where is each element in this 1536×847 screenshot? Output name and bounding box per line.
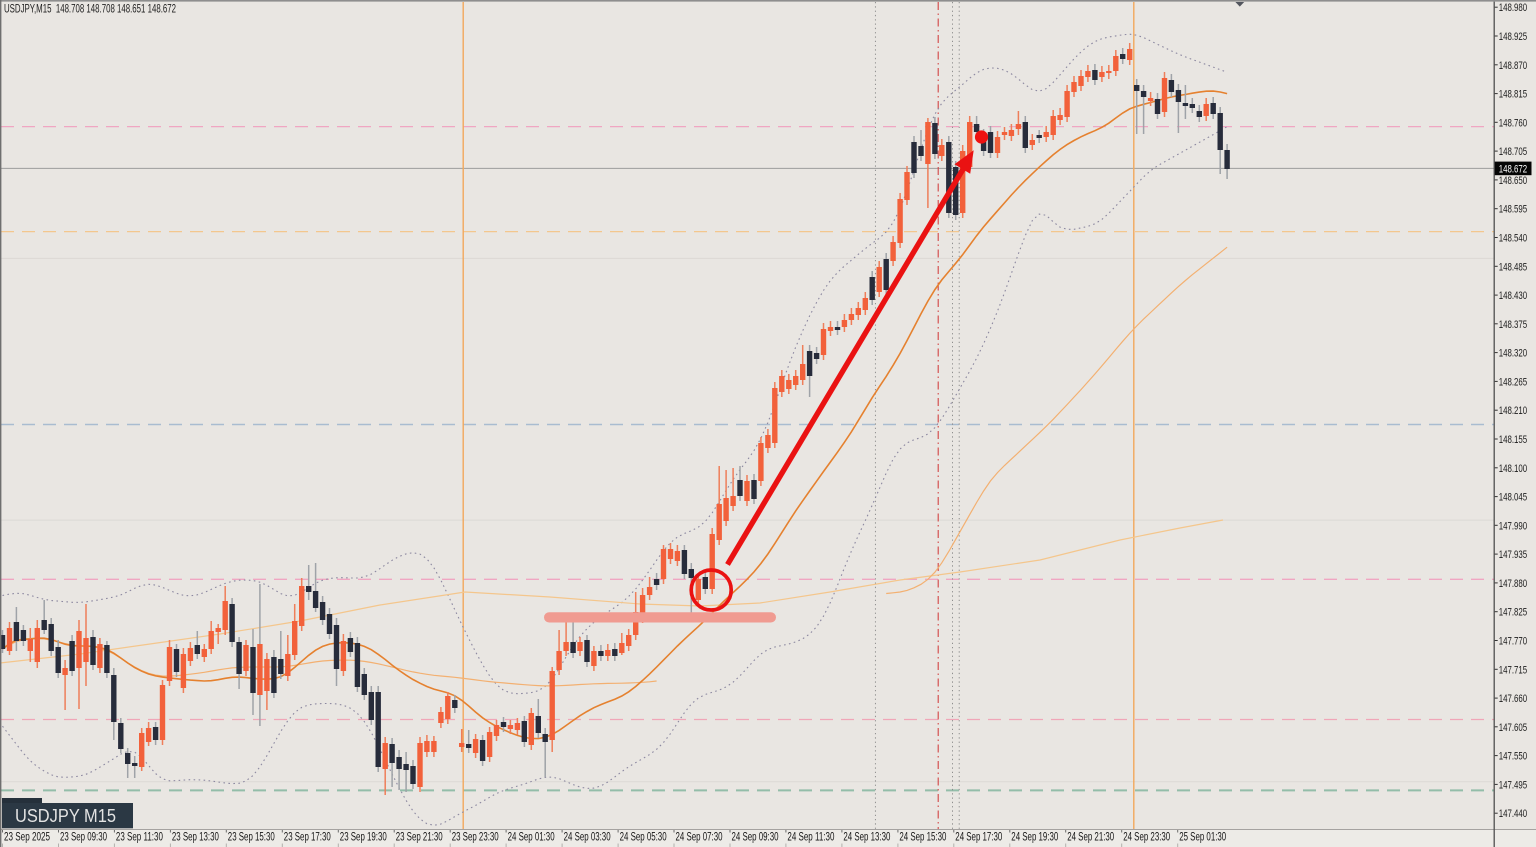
svg-text:147.440: 147.440	[1499, 808, 1528, 820]
svg-text:148.100: 148.100	[1499, 463, 1528, 475]
svg-text:147.495: 147.495	[1499, 779, 1528, 791]
svg-text:148.485: 148.485	[1499, 261, 1528, 273]
svg-text:148.265: 148.265	[1499, 376, 1528, 388]
svg-text:24 Sep 19:30: 24 Sep 19:30	[1011, 830, 1058, 844]
svg-text:148.760: 148.760	[1499, 117, 1528, 129]
svg-text:147.660: 147.660	[1499, 693, 1528, 705]
svg-text:23 Sep 13:30: 23 Sep 13:30	[172, 830, 219, 844]
svg-text:24 Sep 17:30: 24 Sep 17:30	[955, 830, 1002, 844]
svg-text:147.935: 147.935	[1499, 549, 1528, 561]
svg-text:23 Sep 19:30: 23 Sep 19:30	[340, 830, 387, 844]
svg-text:23 Sep 2025: 23 Sep 2025	[4, 830, 50, 844]
svg-text:USDJPY,M15 148.708 148.708 14: USDJPY,M15 148.708 148.708 148.651 148.6…	[4, 2, 176, 16]
svg-text:24 Sep 07:30: 24 Sep 07:30	[676, 830, 723, 844]
svg-text:147.605: 147.605	[1499, 722, 1528, 734]
svg-text:23 Sep 15:30: 23 Sep 15:30	[228, 830, 275, 844]
svg-text:23 Sep 17:30: 23 Sep 17:30	[284, 830, 331, 844]
svg-text:148.540: 148.540	[1499, 233, 1528, 245]
svg-text:148.650: 148.650	[1499, 175, 1528, 187]
svg-text:24 Sep 01:30: 24 Sep 01:30	[508, 830, 555, 844]
svg-text:147.990: 147.990	[1499, 520, 1528, 532]
svg-text:148.210: 148.210	[1499, 405, 1528, 417]
svg-text:148.980: 148.980	[1499, 2, 1528, 14]
svg-text:24 Sep 15:30: 24 Sep 15:30	[899, 830, 946, 844]
svg-text:23 Sep 09:30: 23 Sep 09:30	[60, 830, 107, 844]
svg-text:148.320: 148.320	[1499, 348, 1528, 360]
svg-text:148.430: 148.430	[1499, 290, 1528, 302]
svg-text:25 Sep 01:30: 25 Sep 01:30	[1179, 830, 1226, 844]
svg-text:148.672: 148.672	[1499, 164, 1528, 176]
svg-text:24 Sep 13:30: 24 Sep 13:30	[843, 830, 890, 844]
svg-text:148.045: 148.045	[1499, 492, 1528, 504]
svg-text:148.375: 148.375	[1499, 319, 1528, 331]
svg-text:147.825: 147.825	[1499, 607, 1528, 619]
svg-text:148.155: 148.155	[1499, 434, 1528, 446]
svg-text:148.705: 148.705	[1499, 146, 1528, 158]
svg-text:147.550: 147.550	[1499, 751, 1528, 763]
svg-text:147.770: 147.770	[1499, 636, 1528, 648]
svg-text:24 Sep 21:30: 24 Sep 21:30	[1067, 830, 1114, 844]
svg-text:148.595: 148.595	[1499, 204, 1528, 216]
svg-text:24 Sep 09:30: 24 Sep 09:30	[732, 830, 779, 844]
svg-text:USDJPY M15: USDJPY M15	[15, 806, 116, 826]
svg-text:23 Sep 23:30: 23 Sep 23:30	[452, 830, 499, 844]
svg-text:24 Sep 11:30: 24 Sep 11:30	[787, 830, 834, 844]
svg-text:24 Sep 05:30: 24 Sep 05:30	[620, 830, 667, 844]
svg-text:147.880: 147.880	[1499, 578, 1528, 590]
svg-text:148.870: 148.870	[1499, 60, 1528, 72]
svg-text:148.815: 148.815	[1499, 89, 1528, 101]
svg-text:148.925: 148.925	[1499, 31, 1528, 43]
svg-text:23 Sep 11:30: 23 Sep 11:30	[116, 830, 163, 844]
svg-text:24 Sep 23:30: 24 Sep 23:30	[1123, 830, 1170, 844]
svg-text:23 Sep 21:30: 23 Sep 21:30	[396, 830, 443, 844]
svg-text:147.715: 147.715	[1499, 664, 1528, 676]
svg-text:24 Sep 03:30: 24 Sep 03:30	[564, 830, 611, 844]
